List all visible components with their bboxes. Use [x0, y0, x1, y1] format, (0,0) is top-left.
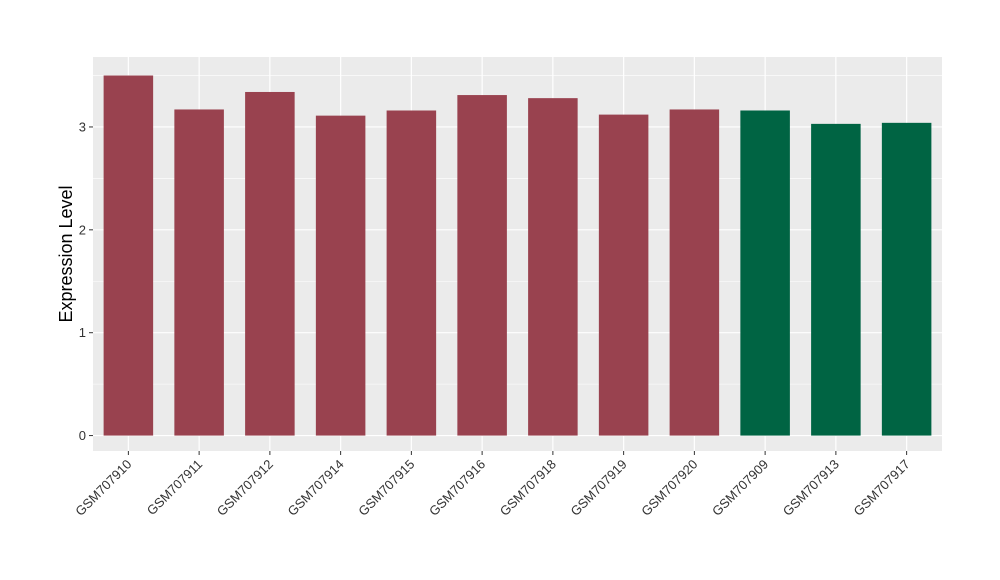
bar-GSM707919: [598, 114, 649, 436]
plot-panel: [93, 57, 942, 451]
x-tick-label: GSM707914: [285, 457, 347, 519]
bar-GSM707916: [457, 95, 507, 436]
bar-GSM707917: [881, 122, 932, 436]
bar-GSM707913: [811, 123, 861, 436]
x-tick-label: GSM707917: [851, 457, 913, 519]
bar-GSM707920: [669, 109, 720, 436]
x-tick-label: GSM707909: [709, 457, 771, 519]
bar-GSM707914: [315, 115, 366, 436]
bar-GSM707912: [245, 91, 295, 436]
x-tick-label: GSM707915: [355, 457, 417, 519]
y-tick-label: 3: [79, 119, 86, 134]
x-tick-label: GSM707911: [144, 457, 206, 519]
y-tick-label: 1: [79, 325, 86, 340]
bars: [103, 75, 932, 436]
x-tick-label: GSM707920: [638, 457, 700, 519]
bar-GSM707909: [740, 110, 790, 436]
y-tick-label: 2: [79, 222, 86, 237]
x-tick-label: GSM707913: [780, 457, 842, 519]
x-tick-label: GSM707919: [568, 457, 630, 519]
x-tick-label: GSM707916: [426, 457, 488, 519]
x-tick-label: GSM707912: [214, 457, 276, 519]
bar-GSM707918: [528, 98, 578, 436]
bar-GSM707911: [174, 109, 224, 436]
y-tick-label: 0: [79, 428, 86, 443]
x-tick-label: GSM707918: [497, 457, 559, 519]
y-axis-title: Expression Level: [56, 185, 76, 322]
x-tick-label: GSM707910: [72, 457, 134, 519]
bar-GSM707915: [386, 110, 437, 436]
bar-GSM707910: [103, 75, 154, 436]
